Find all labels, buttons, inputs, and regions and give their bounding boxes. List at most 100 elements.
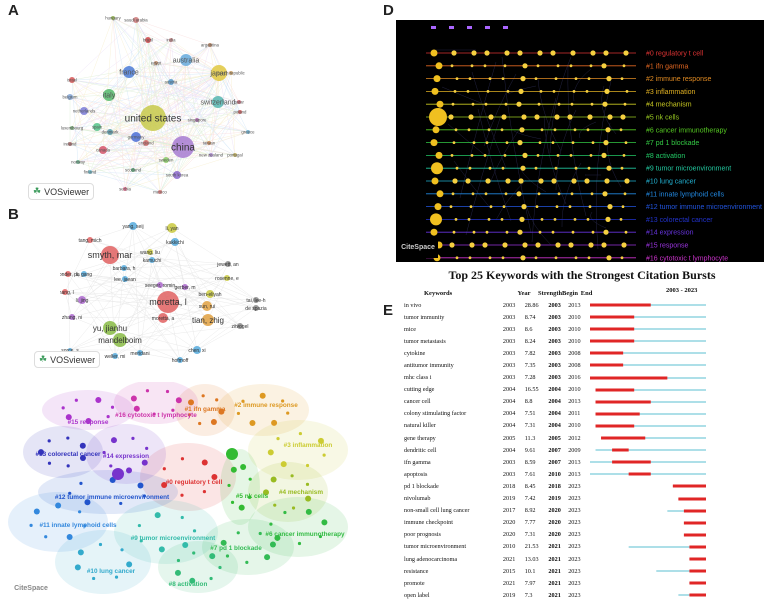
cluster-label: #6 cancer immunotherapy [265, 531, 345, 538]
link-line [132, 39, 172, 171]
author-node [65, 271, 71, 277]
link-line [69, 96, 154, 119]
burst-timeline-cell [588, 541, 764, 553]
country-label: germany [128, 135, 146, 140]
burst-timeline-cell [588, 311, 764, 323]
author-label: hofmoff [172, 358, 189, 364]
keyword-node [248, 477, 252, 481]
link-line [71, 72, 220, 81]
coauthor-link [81, 267, 125, 301]
citespace-logo-d: CiteSpace [401, 244, 435, 251]
country-label: egypt [151, 61, 162, 66]
burst-year: 2003 [502, 374, 516, 382]
coauthor-link [174, 241, 211, 295]
timeline-node [574, 77, 578, 80]
timeline-node [503, 64, 507, 68]
timeline-node [484, 50, 490, 56]
keyword-node [130, 395, 137, 402]
burst-year: 2020 [502, 519, 516, 527]
burst-strength: 8.45 [524, 482, 536, 490]
link-line [155, 62, 220, 74]
cluster-area [248, 420, 348, 480]
burst-row: dendritic cell 2004 9.61 2007 2009 [402, 444, 764, 456]
country-label: czech republic [217, 71, 245, 76]
author-node [224, 275, 230, 281]
author-label: zhang, ni [62, 315, 82, 321]
author-label: moretta, l [149, 297, 187, 307]
burst-year: 2004 [502, 422, 516, 430]
citation-arc [567, 63, 587, 217]
timeline-node [430, 213, 442, 226]
link-line [102, 136, 137, 151]
link-line [170, 81, 219, 103]
timeline-node [517, 50, 523, 56]
keyword-node [106, 415, 110, 419]
link-line [77, 161, 178, 176]
burst-timeline-cell [588, 505, 764, 517]
timeline-cluster-label: #0 regulatory t cell [646, 51, 704, 58]
keyword-node [218, 565, 222, 570]
burst-end: 2013 [568, 458, 581, 466]
link-line [89, 146, 184, 173]
keyword-node [65, 414, 72, 421]
keyword-node [240, 463, 247, 470]
burst-year: 2003 [502, 325, 516, 333]
coauthor-link [139, 277, 228, 354]
keyword-node [102, 450, 106, 455]
link-line [96, 126, 178, 176]
keyword-node [137, 482, 144, 489]
timeline-node [518, 88, 524, 94]
keyword-node [77, 549, 84, 556]
coauthor-link [81, 227, 173, 301]
timeline-node [572, 90, 576, 93]
link-line [159, 101, 240, 193]
author-network: smyth, mar moretta, l yu, jianhu mandelboim… [60, 222, 267, 364]
keyword-node [263, 489, 270, 496]
keyword-node [322, 453, 326, 457]
country-label: norway [71, 160, 86, 165]
timeline-node [472, 141, 476, 144]
keyword-node [95, 396, 102, 403]
link-line [69, 96, 167, 161]
coauthor-link [132, 225, 209, 321]
burst-keyword: gene therapy [404, 434, 436, 442]
keyword-node [209, 576, 213, 581]
timeline-node [624, 230, 628, 234]
burst-timeline [683, 533, 706, 537]
burst-timeline [678, 593, 706, 597]
burst-timeline [589, 460, 706, 464]
timeline-node [505, 178, 511, 184]
timeline-node [604, 88, 610, 94]
timeline-cluster-label: #3 inflammation [646, 89, 696, 96]
burst-bar [689, 581, 706, 585]
author-node [202, 314, 214, 326]
link-line [112, 17, 220, 74]
country-label: finland [84, 170, 97, 175]
link-line [108, 94, 167, 161]
coauthor-link [124, 259, 153, 280]
link-line [208, 72, 220, 144]
burst-timeline [589, 363, 706, 367]
timeline-node [522, 152, 528, 158]
burst-strength: 7.31 [524, 531, 536, 539]
burst-begin: 2003 [548, 337, 561, 345]
country-node [246, 130, 250, 134]
cluster-area [38, 470, 178, 514]
vosviewer-icon: ☘ [39, 354, 48, 364]
timeline-node [516, 191, 522, 197]
author-node [225, 261, 231, 267]
burst-keyword: mhc class i [404, 374, 432, 382]
coauthor-link [109, 227, 173, 256]
author-label: sun, rui [199, 304, 215, 310]
timeline-node [520, 165, 526, 171]
timeline-node [551, 141, 555, 144]
link-line [89, 171, 178, 176]
timeline-node [505, 141, 509, 144]
keyword-node [201, 459, 208, 466]
keyword-node [198, 421, 202, 426]
timeline-cluster-label: #10 lung cancer [646, 179, 696, 186]
coauthor-link [119, 325, 241, 341]
link-line [135, 19, 172, 83]
burst-begin: 2004 [548, 386, 561, 394]
link-line [135, 19, 154, 119]
